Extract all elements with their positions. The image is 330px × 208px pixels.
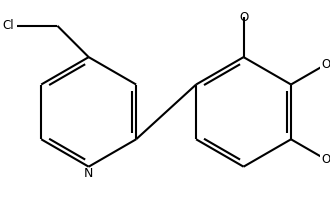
Text: O: O [239, 11, 248, 24]
Text: O: O [321, 58, 330, 71]
Text: N: N [84, 167, 93, 180]
Text: O: O [321, 153, 330, 166]
Text: Cl: Cl [3, 19, 14, 32]
